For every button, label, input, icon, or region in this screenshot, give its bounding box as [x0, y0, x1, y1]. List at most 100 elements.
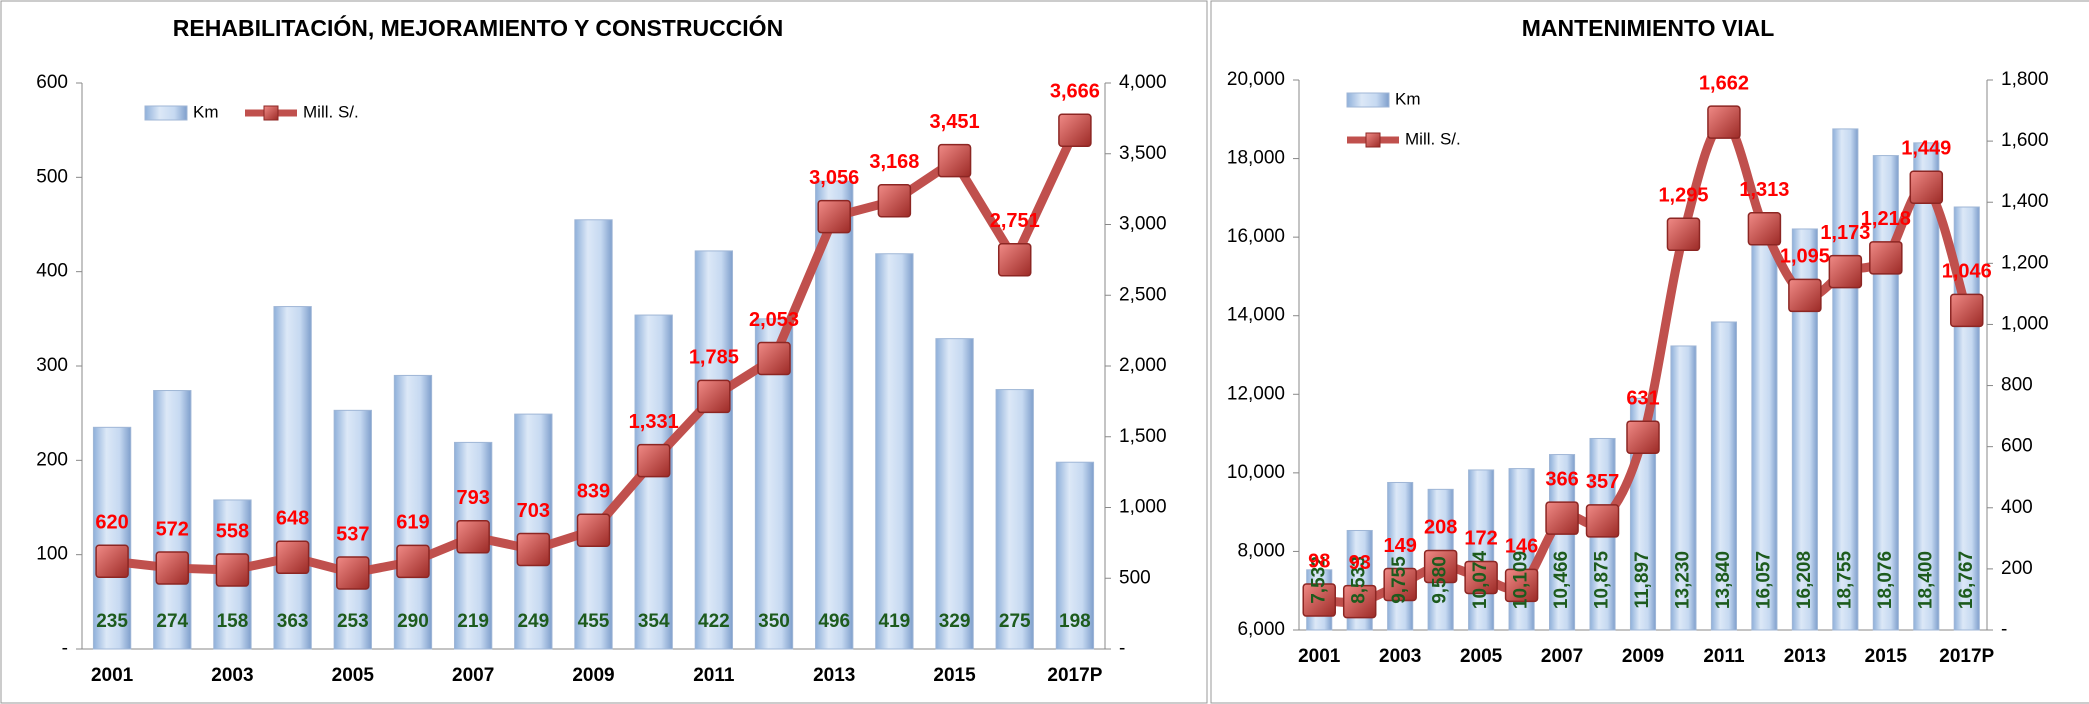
- y2-tick-label: 1,600: [2001, 130, 2049, 151]
- y-tick-label: 400: [36, 261, 68, 282]
- marker: [456, 520, 490, 554]
- line-label: 793: [456, 487, 489, 509]
- line-label: 2,751: [990, 210, 1040, 232]
- y2-tick-label: 1,400: [2001, 191, 2049, 212]
- line-label: 703: [517, 500, 550, 522]
- bar-label: 219: [457, 611, 489, 632]
- bar: [1508, 468, 1535, 631]
- marker: [1504, 568, 1539, 603]
- bar: [1710, 321, 1737, 631]
- legend-swatch: [1365, 132, 1381, 148]
- line-label: 98: [1308, 550, 1330, 572]
- bar-label: 10,875: [1592, 551, 1613, 610]
- marker: [817, 199, 851, 234]
- bar: [393, 374, 433, 650]
- marker: [396, 544, 430, 579]
- line-label: 558: [216, 520, 249, 542]
- bar-label: 198: [1059, 611, 1091, 632]
- bar: [1549, 454, 1576, 631]
- bar-label: 275: [999, 611, 1031, 632]
- x-tick-label: 2001: [1298, 646, 1341, 667]
- marker: [576, 513, 611, 548]
- line-label: 1,662: [1699, 72, 1749, 94]
- legend-swatch: [144, 105, 188, 121]
- y2-tick-label: 1,000: [1119, 497, 1167, 518]
- marker: [757, 341, 791, 376]
- y-tick-label: 8,000: [1237, 540, 1285, 561]
- y2-tick-label: -: [1119, 638, 1125, 659]
- bar-label: 422: [698, 611, 730, 632]
- panel-border: [0, 0, 1208, 704]
- x-tick-label: 2015: [933, 665, 976, 686]
- x-tick-label: 2001: [91, 665, 134, 686]
- marker: [1626, 420, 1660, 454]
- line-label: 648: [276, 508, 309, 530]
- legend-label: Mill. S/.: [1405, 129, 1461, 148]
- bar: [1055, 461, 1095, 650]
- x-tick-label: 2017P: [1047, 665, 1102, 686]
- y2-tick-label: 500: [1119, 567, 1151, 588]
- y-tick-label: 100: [36, 544, 68, 565]
- bar-label: 16,208: [1794, 551, 1815, 609]
- marker: [1788, 278, 1822, 313]
- y-tick-label: 600: [36, 72, 68, 93]
- x-tick-label: 2007: [452, 665, 494, 686]
- marker: [636, 443, 671, 478]
- y-tick-label: 12,000: [1227, 383, 1285, 404]
- bar-label: 290: [397, 611, 429, 632]
- marker: [997, 242, 1032, 277]
- x-tick-label: 2005: [332, 665, 375, 686]
- marker: [516, 532, 551, 567]
- bar: [995, 389, 1034, 650]
- bar-label: 10,074: [1470, 551, 1491, 610]
- marker: [1909, 170, 1944, 204]
- x-tick-label: 2007: [1541, 646, 1583, 667]
- line-label: 1,295: [1658, 185, 1708, 207]
- line-label: 1,313: [1739, 179, 1789, 201]
- y2-tick-label: 2,000: [1119, 355, 1167, 376]
- bar-label: 11,897: [1632, 551, 1653, 608]
- marker: [155, 551, 190, 585]
- x-tick-label: 2009: [572, 665, 614, 686]
- bar: [634, 314, 673, 650]
- x-tick-label: 2009: [1622, 646, 1664, 667]
- bar: [694, 250, 734, 650]
- marker: [1058, 113, 1092, 148]
- line-label: 1,331: [629, 411, 679, 433]
- bar: [1913, 142, 1940, 631]
- y2-tick-label: 1,500: [1119, 426, 1167, 447]
- line-label: 839: [577, 481, 610, 503]
- line-label: 1,785: [689, 347, 739, 369]
- y-tick-label: 10,000: [1227, 462, 1285, 483]
- bar-label: 249: [517, 611, 549, 632]
- line-label: 3,168: [869, 151, 919, 173]
- line-label: 1,218: [1861, 208, 1911, 230]
- line-label: 537: [336, 523, 369, 545]
- line-label: 366: [1545, 468, 1578, 490]
- legend-swatch: [1346, 92, 1390, 108]
- marker: [1666, 217, 1701, 252]
- line-label: 357: [1586, 471, 1619, 493]
- marker: [1828, 254, 1863, 289]
- y-tick-label: -: [62, 638, 68, 659]
- legend-label: Mill. S/.: [303, 102, 359, 121]
- x-tick-label: 2015: [1865, 646, 1908, 667]
- line-label: 172: [1464, 528, 1497, 550]
- line-label: 619: [396, 512, 429, 534]
- line-label: 93: [1349, 552, 1371, 574]
- marker: [937, 143, 972, 178]
- y2-tick-label: 800: [2001, 375, 2033, 396]
- bar-label: 8,533: [1349, 556, 1370, 604]
- chart-title: MANTENIMIENTO VIAL: [1522, 15, 1775, 41]
- y2-tick-label: 4,000: [1119, 72, 1167, 93]
- y2-tick-label: 600: [2001, 436, 2033, 457]
- x-tick-label: 2005: [1460, 646, 1503, 667]
- line-label: 631: [1626, 387, 1659, 409]
- line-label: 2,053: [749, 309, 799, 331]
- line-label: 146: [1505, 536, 1538, 558]
- y2-tick-label: 3,500: [1119, 143, 1167, 164]
- line-label: 149: [1383, 535, 1416, 557]
- bar-label: 354: [638, 611, 670, 632]
- marker: [1950, 293, 1984, 328]
- bar: [153, 390, 192, 650]
